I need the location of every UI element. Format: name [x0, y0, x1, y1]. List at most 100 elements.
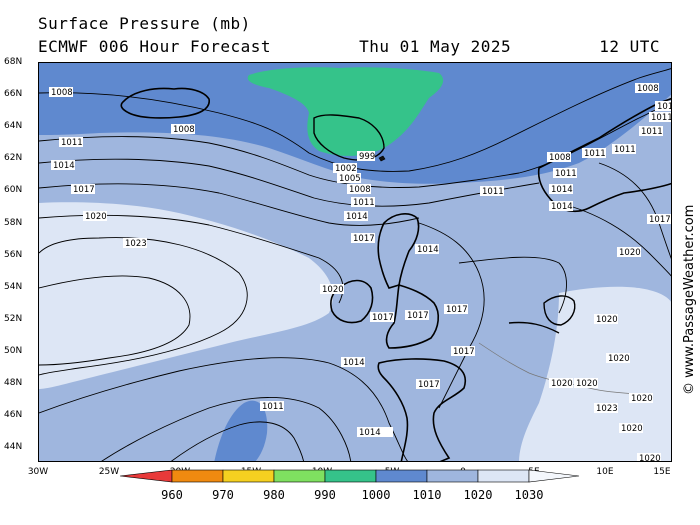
lat-label: 50N	[4, 346, 23, 356]
isobar-label: 1014	[346, 212, 368, 222]
isobar-label: 1017	[372, 313, 394, 323]
isobar-label: 999	[359, 152, 375, 162]
legend-label: 1000	[362, 488, 391, 502]
france-coast	[377, 358, 466, 461]
legend-segment	[375, 469, 428, 483]
legend-label: 990	[314, 488, 336, 502]
lat-label: 62N	[4, 153, 23, 163]
ireland-land	[330, 279, 374, 324]
isobar-label: 1014	[551, 202, 573, 212]
isobar-label: 1008	[51, 88, 73, 98]
isobar-label: 1011	[555, 169, 577, 179]
isobar-label: 1008	[349, 185, 371, 195]
lat-label: 48N	[4, 378, 23, 388]
isobar-label: 1020	[596, 315, 618, 325]
legend-label: 1020	[464, 488, 493, 502]
isobar-label: 1011	[614, 145, 636, 155]
lon-label: 30W	[27, 467, 49, 477]
legend-arrow-left	[119, 469, 173, 483]
legend-label: 970	[212, 488, 234, 502]
germany-coast	[508, 321, 560, 334]
forecast-date: Thu 01 May 2025	[359, 37, 512, 56]
pressure-map: 1008 1008 1011 1014 1017 1020 1023 999 1…	[38, 62, 672, 462]
greenland-coast	[313, 114, 385, 161]
isobar-label: 1020	[631, 394, 653, 404]
watermark: © www.PassageWeather.com	[680, 150, 698, 400]
isobar-label: 1011	[353, 198, 375, 208]
lon-label: 10E	[596, 467, 614, 477]
isobar-label: 1002	[335, 164, 357, 174]
pressure-legend: 960 970 980 990 1000 1010 1020 1030	[119, 466, 580, 516]
isobar-label: 1011	[641, 127, 663, 137]
legend-label: 980	[263, 488, 285, 502]
band-1020-1030-east	[519, 286, 671, 461]
isobar-label: 1020	[576, 379, 598, 389]
lat-label: 52N	[4, 314, 23, 324]
lat-label: 64N	[4, 121, 23, 131]
isobar-label: 1023	[125, 239, 147, 249]
isobar-label: 1020	[639, 454, 661, 462]
legend-label: 960	[161, 488, 183, 502]
legend-segment	[171, 469, 224, 483]
isobar-label: 1008	[637, 84, 659, 94]
isobar-label: 1020	[619, 248, 641, 258]
isobar-label: 1011	[584, 149, 606, 159]
isobar-label: 1011	[651, 113, 672, 123]
iceland-land	[120, 87, 210, 119]
isobar-label: 1014	[417, 245, 439, 255]
lat-label: 66N	[4, 89, 23, 99]
legend-segment	[222, 469, 275, 483]
legend-segment	[477, 469, 530, 483]
isobar-label: 1020	[608, 354, 630, 364]
band-990-1000	[247, 67, 444, 156]
isobar-label: 1011	[657, 102, 672, 112]
model-label: ECMWF 006 Hour Forecast	[38, 37, 272, 56]
isobar-label: 1020	[551, 379, 573, 389]
isobar-label: 1014	[359, 428, 381, 438]
legend-segment	[324, 469, 377, 483]
lat-label: 56N	[4, 250, 23, 260]
isobar-label: 1020	[322, 285, 344, 295]
legend-label: 1030	[515, 488, 544, 502]
isobar-label: 1020	[621, 424, 643, 434]
isobar-label: 1011	[482, 187, 504, 197]
scotland-land	[377, 213, 420, 289]
isobar-label: 1017	[73, 185, 95, 195]
lat-label: 44N	[4, 442, 23, 452]
isobar-label: 1023	[596, 404, 618, 414]
isobar-label: 1017	[353, 234, 375, 244]
forecast-subtitle: ECMWF 006 Hour Forecast Thu 01 May 2025 …	[38, 37, 660, 56]
isobar-label: 1017	[453, 347, 475, 357]
forecast-time: 12 UTC	[599, 37, 660, 56]
isobar-label: 1017	[446, 305, 468, 315]
isobar-label: 1017	[407, 311, 429, 321]
band-1000-1010-southwest	[214, 400, 268, 461]
lat-label: 58N	[4, 218, 23, 228]
isobar-label: 1014	[343, 358, 365, 368]
isobar-label: 1011	[61, 138, 83, 148]
isobar-label: 1020	[85, 212, 107, 222]
chart-title: Surface Pressure (mb)	[38, 14, 251, 33]
isobar-label: 1011	[262, 402, 284, 412]
legend-segment	[273, 469, 326, 483]
faroes-land	[378, 155, 386, 162]
isobar-label: 1008	[173, 125, 195, 135]
lon-label: 25W	[98, 467, 120, 477]
isobar-label: 1008	[549, 153, 571, 163]
legend-segment	[426, 469, 479, 483]
denmark-coast	[543, 295, 576, 326]
isobar-label: 1014	[551, 185, 573, 195]
legend-arrow-right	[528, 469, 580, 483]
lat-label: 60N	[4, 185, 23, 195]
lat-label: 68N	[4, 57, 23, 67]
england-land	[385, 283, 440, 349]
isobar-label: 1005	[339, 174, 361, 184]
lon-label: 15E	[653, 467, 671, 477]
watermark-text: © www.PassageWeather.com	[682, 205, 697, 395]
isobar-label: 1017	[418, 380, 440, 390]
isobar-label: 1014	[53, 161, 75, 171]
legend-label: 1010	[413, 488, 442, 502]
lat-label: 46N	[4, 410, 23, 420]
lat-label: 54N	[4, 282, 23, 292]
isobar-label: 1017	[649, 215, 671, 225]
